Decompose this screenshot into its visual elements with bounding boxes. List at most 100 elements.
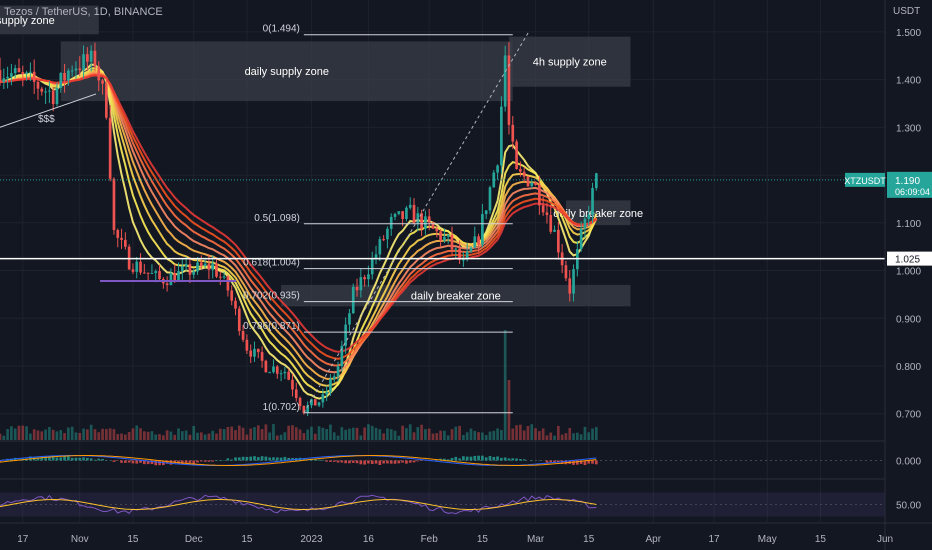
volume-bar	[143, 431, 146, 440]
oscillator-histogram-bar	[321, 459, 325, 461]
volume-bar	[218, 428, 222, 440]
candle-body	[196, 262, 199, 272]
fib-level-label: 0.702(0.935)	[243, 291, 300, 302]
time-tick-label: 17	[17, 534, 29, 545]
candle-body	[378, 239, 382, 255]
volume-bar	[481, 432, 484, 440]
volume-bar	[386, 428, 389, 440]
last-price-tag-box	[887, 171, 932, 198]
volume-bar	[355, 427, 359, 440]
volume-bar	[207, 433, 211, 440]
time-tick-label: 15	[241, 534, 253, 545]
candle-body	[70, 70, 74, 72]
oscillator-histogram-bar	[587, 460, 591, 464]
candle-body	[177, 271, 180, 282]
candle-body	[25, 72, 28, 74]
candle-body	[545, 212, 549, 216]
oscillator-histogram-bar	[36, 457, 40, 461]
volume-bar	[67, 427, 70, 440]
candle-body	[325, 391, 328, 395]
oscillator-histogram-bar	[481, 455, 484, 461]
candle-body	[279, 373, 283, 375]
oscillator-histogram-bar	[120, 460, 123, 463]
candle-body	[557, 229, 560, 253]
candle-body	[424, 216, 427, 229]
candle-body	[17, 68, 21, 72]
volume-bar	[51, 429, 55, 440]
symbol-title[interactable]: Tezos / TetherUS, 1D, BINANCE	[4, 6, 163, 18]
volume-bar	[199, 432, 203, 440]
candle-body	[188, 264, 192, 275]
oscillator-histogram-bar	[279, 457, 283, 461]
oscillator-histogram-bar	[405, 460, 408, 464]
volume-bar	[135, 425, 139, 440]
volume-bar	[150, 431, 154, 440]
candle-body	[519, 169, 522, 172]
volume-bar	[435, 433, 439, 440]
oscillator-histogram-bar	[416, 460, 420, 462]
candle-body	[496, 165, 499, 173]
volume-bar	[10, 426, 13, 440]
oscillator-histogram-bar	[462, 456, 465, 461]
candle-body	[101, 80, 104, 84]
oscillator-histogram-bar	[237, 457, 241, 461]
zone-box	[60, 41, 513, 102]
time-tick-label: May	[758, 534, 777, 545]
candle-body	[446, 234, 450, 237]
candle-body	[10, 73, 13, 77]
candle-body	[363, 277, 366, 280]
candle-body	[329, 378, 332, 392]
candle-body	[439, 231, 442, 241]
candle-body	[86, 54, 89, 62]
fib-trend-line	[303, 31, 530, 414]
volume-bar	[112, 429, 116, 440]
rsi-pane: 50.00	[0, 492, 921, 517]
candle-body	[169, 272, 173, 286]
candle-body	[564, 265, 568, 279]
oscillator-histogram-bar	[522, 459, 526, 461]
candle-body	[245, 339, 249, 351]
oscillator-histogram-bar	[443, 458, 446, 461]
volume-bar	[101, 428, 104, 440]
candle-body	[6, 76, 9, 79]
candle-body	[215, 263, 218, 277]
candle-body	[374, 254, 378, 259]
candle-body	[591, 188, 594, 215]
volume-bar	[564, 433, 568, 440]
oscillator-histogram-bar	[48, 456, 51, 461]
fibonacci-retracement[interactable]: 0(1.494) 0.5(1.098) 0.618(1.004) 0.702(0.93…	[243, 24, 530, 414]
oscillator-histogram-bar	[249, 456, 253, 461]
candle-body	[203, 263, 207, 267]
oscillator-histogram-bar	[336, 460, 340, 463]
oscillator-histogram-bar	[154, 460, 158, 466]
candle-body	[587, 214, 591, 219]
candle-body	[249, 350, 253, 357]
candle-body	[253, 348, 256, 357]
zone-label: daily breaker zone	[411, 291, 501, 303]
candle-body	[298, 398, 302, 406]
volume-bar	[492, 430, 496, 440]
volume-bar	[317, 426, 321, 440]
volume-bar	[477, 432, 480, 440]
zone-label: supply zone	[0, 15, 55, 27]
candle-body	[313, 399, 317, 406]
volume-bar	[0, 433, 2, 440]
time-tick-label: Feb	[421, 534, 439, 545]
fib-level-label: 1(0.702)	[263, 402, 300, 413]
volume-bar	[427, 428, 431, 440]
candle-body	[32, 71, 36, 82]
oscillator-histogram-bar	[0, 460, 2, 462]
candle-body	[477, 236, 480, 245]
oscillator-histogram-bar	[401, 460, 404, 463]
candle-body	[435, 228, 439, 232]
candle-body	[568, 278, 572, 294]
volume-bar	[576, 432, 579, 440]
candle-body	[78, 68, 82, 71]
oscillator-histogram-bar	[93, 459, 97, 461]
oscillator-histogram-bar	[82, 457, 85, 461]
drawing-lines[interactable]: $$$	[0, 93, 885, 283]
volume-bar	[473, 430, 477, 440]
candle-body	[154, 271, 158, 274]
fib-level-label: 0.5(1.098)	[254, 213, 300, 224]
